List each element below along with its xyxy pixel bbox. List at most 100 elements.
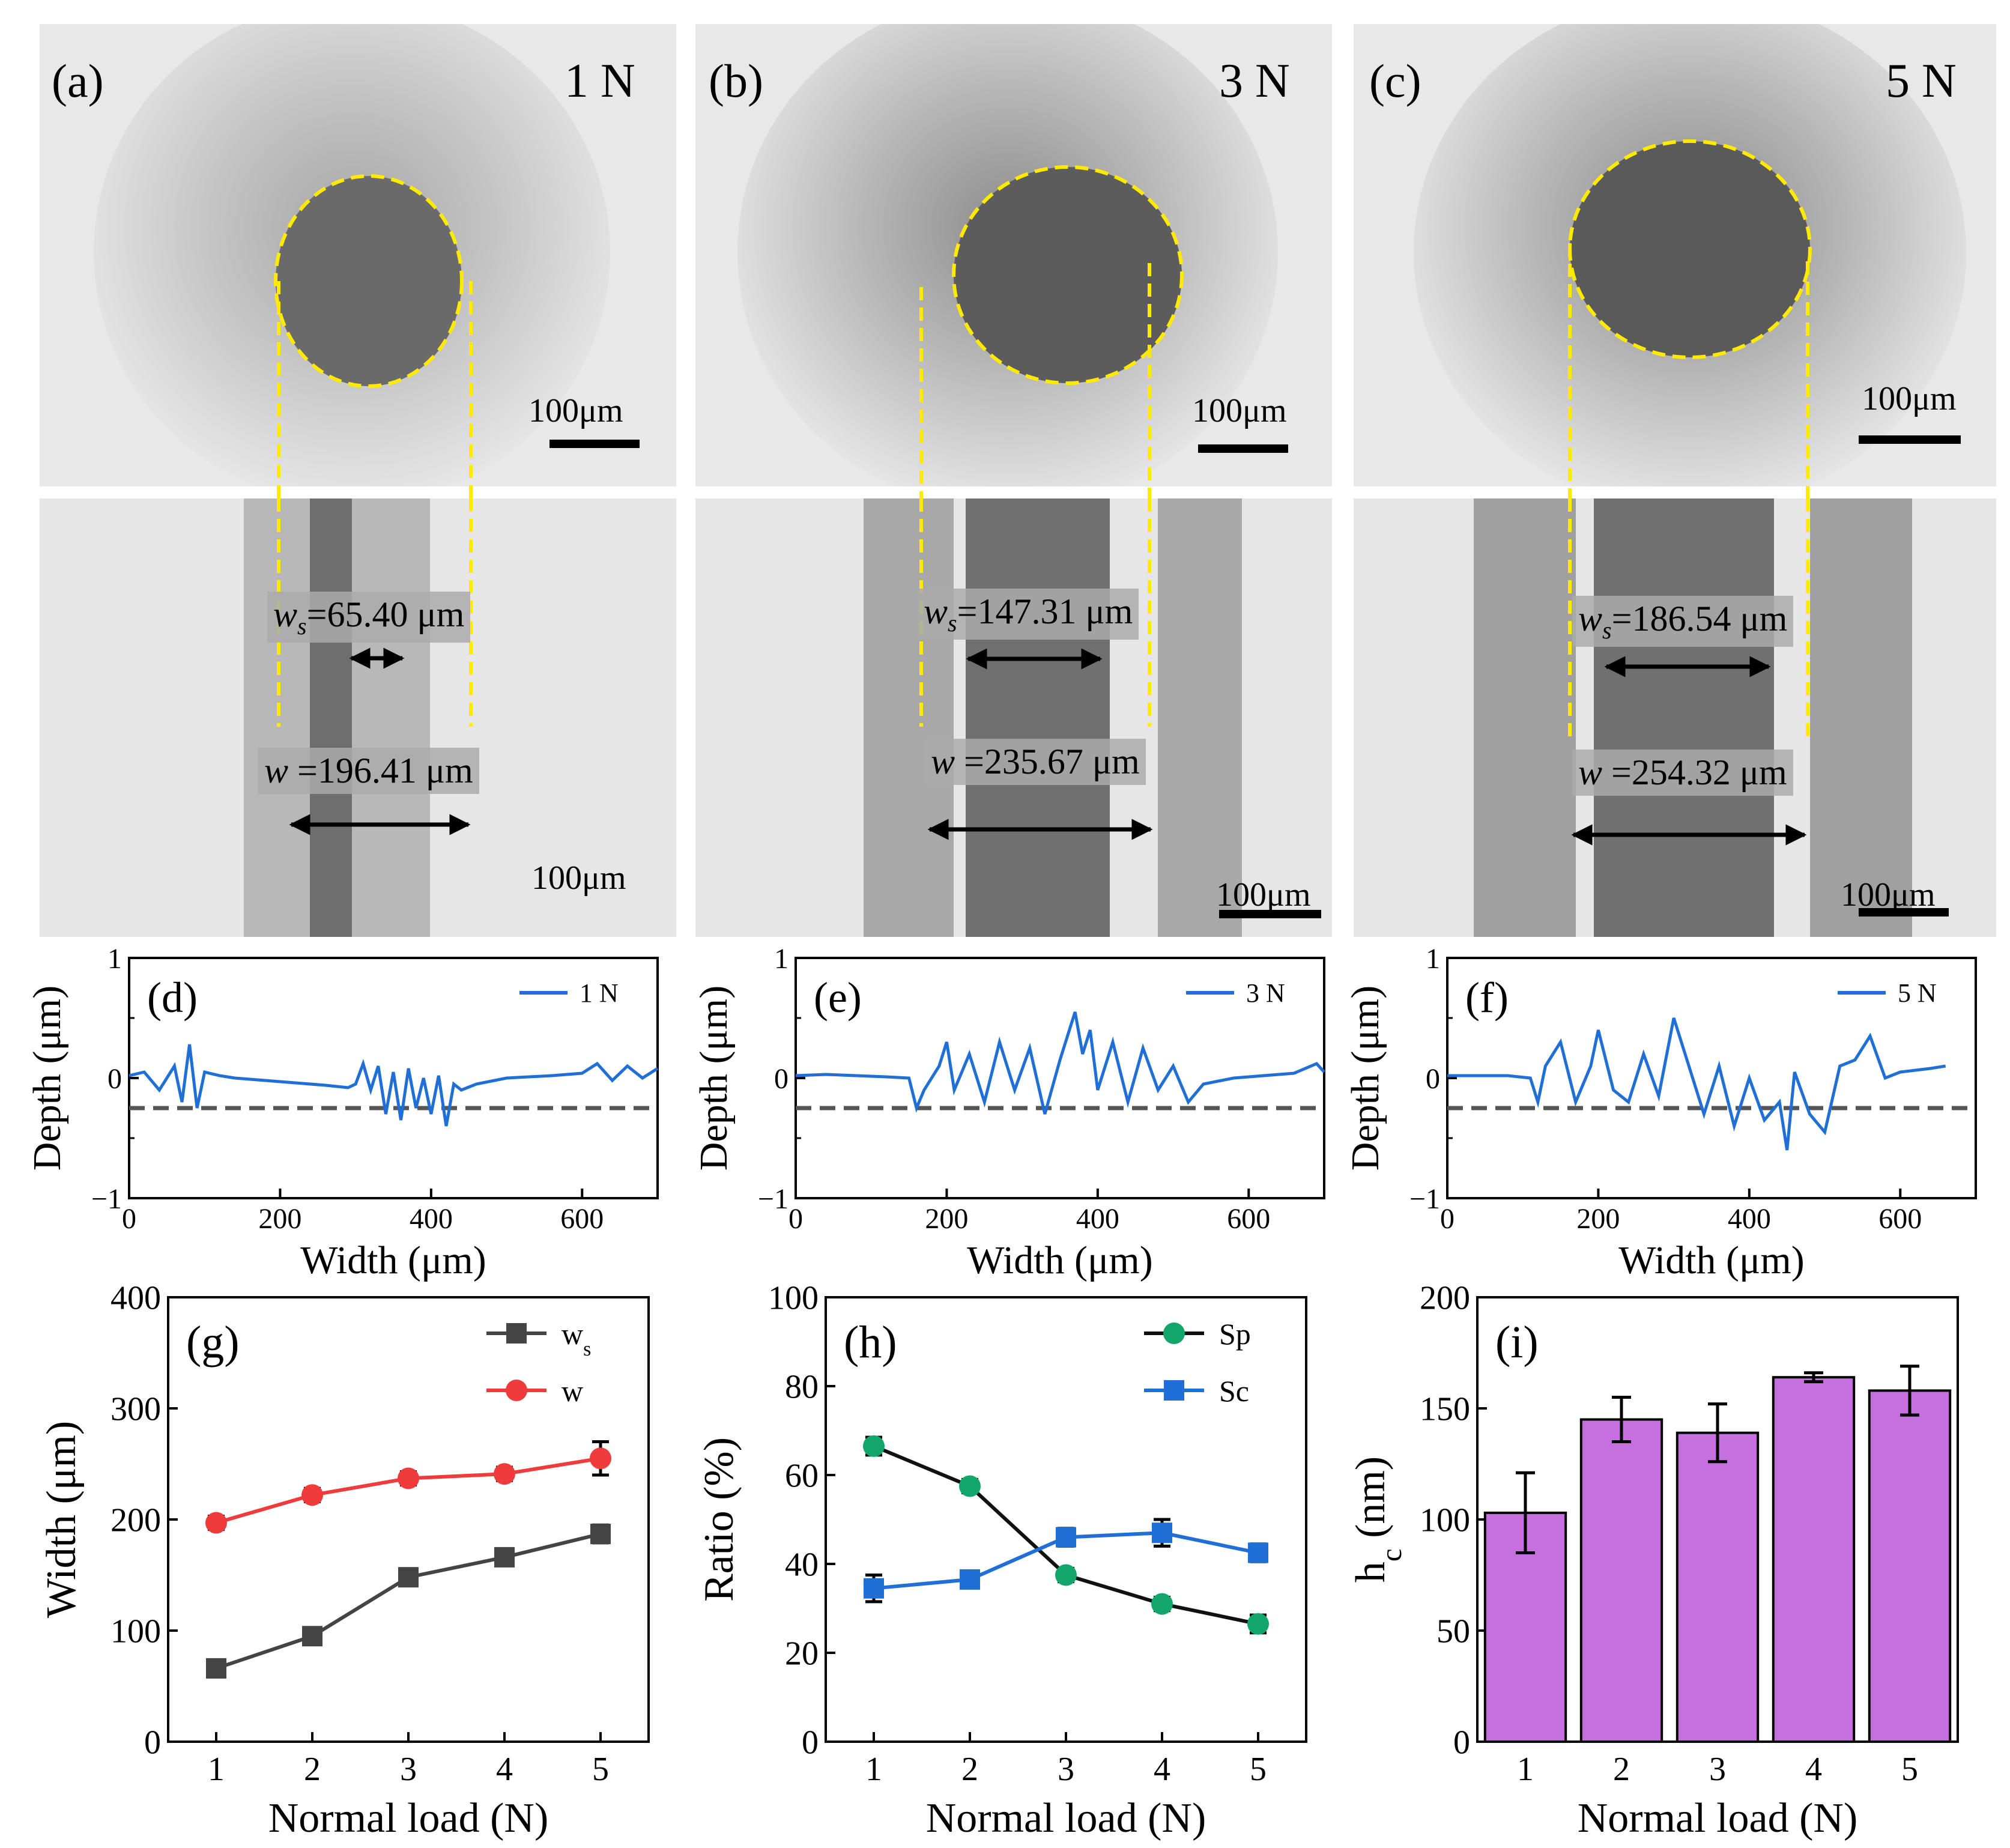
x-tick-label: 2 bbox=[1613, 1751, 1630, 1788]
y-axis-label: Depth (μm) bbox=[25, 986, 69, 1171]
plot-frame bbox=[167, 1296, 650, 1743]
scale-bar-c-top bbox=[1859, 435, 1961, 444]
y-tick-label: 1 bbox=[774, 943, 789, 975]
x-tick-label: 5 bbox=[592, 1751, 609, 1788]
data-point-w bbox=[494, 1463, 515, 1485]
y-tick-label: 0 bbox=[144, 1724, 161, 1762]
x-tick-label: 4 bbox=[1805, 1751, 1822, 1788]
scale-label-c-top: 100μm bbox=[1862, 380, 1957, 417]
y-tick-label: 100 bbox=[768, 1280, 819, 1317]
w-measurement-b: w =235.67 μm bbox=[925, 739, 1146, 785]
x-tick-label: 5 bbox=[1250, 1751, 1267, 1788]
load-label-a: 1 N bbox=[565, 55, 635, 108]
panel-label-f: (f) bbox=[1465, 974, 1509, 1022]
chart-h: 1 2 3 4 5 0 20 40 60 80 100 Normal load (N) Ratio (%… bbox=[696, 1280, 1307, 1841]
x-axis-label: Normal load (N) bbox=[1578, 1795, 1858, 1841]
data-point-Sc bbox=[864, 1578, 884, 1599]
scale-label-b-top: 100μm bbox=[1192, 392, 1287, 429]
y-tick-label: 1 bbox=[107, 943, 122, 975]
x-tick-label: 1 bbox=[865, 1751, 882, 1788]
panel-label-e: (e) bbox=[814, 974, 862, 1022]
micrograph-c-bottom bbox=[1354, 498, 1996, 937]
bar bbox=[1772, 1376, 1856, 1743]
legend-label: w bbox=[562, 1374, 583, 1408]
chart-g: 1 2 3 4 5 0 100 200 300 400 Normal load (N) Width (… bbox=[38, 1280, 650, 1841]
x-tick-label: 0 bbox=[1440, 1203, 1455, 1235]
y-tick-label: 300 bbox=[110, 1391, 161, 1428]
load-label-c: 5 N bbox=[1886, 55, 1957, 108]
bar bbox=[1868, 1389, 1952, 1743]
y-axis-label: hc (nm) bbox=[1348, 1456, 1408, 1583]
data-point-Sp bbox=[1151, 1593, 1173, 1615]
x-tick-label: 400 bbox=[410, 1203, 453, 1235]
micrograph-b-top bbox=[695, 24, 1332, 486]
data-point-Sc bbox=[1056, 1527, 1076, 1548]
scale-label-b-bottom: 100μm bbox=[1216, 876, 1311, 913]
panel-label-d: (d) bbox=[147, 974, 198, 1022]
data-point-w bbox=[398, 1467, 419, 1489]
y-axis-label: Ratio (%) bbox=[696, 1437, 742, 1602]
micrograph-a-bottom bbox=[40, 498, 676, 937]
y-tick-label: 0 bbox=[774, 1063, 789, 1095]
data-point-w bbox=[590, 1447, 611, 1470]
x-tick-label: 400 bbox=[1728, 1203, 1771, 1235]
data-point-Sc bbox=[1248, 1542, 1268, 1563]
legend-label: Sp bbox=[1219, 1317, 1251, 1351]
x-tick-label: 400 bbox=[1076, 1203, 1119, 1235]
scale-bar-a-top bbox=[549, 440, 640, 448]
y-axis-label: Depth (μm) bbox=[1343, 986, 1387, 1171]
depth-profile-line bbox=[129, 1044, 659, 1127]
y-tick-label: 0 bbox=[802, 1724, 819, 1762]
data-point-ws bbox=[494, 1547, 515, 1568]
x-tick-label: 3 bbox=[1709, 1751, 1726, 1788]
data-point-Sp bbox=[1055, 1564, 1077, 1586]
connector-lines bbox=[277, 243, 1809, 498]
bar bbox=[1579, 1418, 1663, 1743]
legend-label: ws bbox=[562, 1317, 591, 1360]
y-tick-label: 100 bbox=[110, 1613, 161, 1650]
series-line-ws bbox=[216, 1532, 601, 1670]
x-tick-label: 3 bbox=[1058, 1751, 1074, 1788]
y-tick-label: 0 bbox=[1426, 1063, 1440, 1095]
data-point-ws bbox=[590, 1524, 611, 1545]
scale-label-c-bottom: 100μm bbox=[1841, 876, 1936, 913]
data-point-Sp bbox=[1247, 1613, 1269, 1635]
legend-label: 5 N bbox=[1898, 978, 1937, 1008]
y-tick-label: 0 bbox=[107, 1063, 122, 1095]
y-tick-label: 0 bbox=[1453, 1724, 1470, 1762]
y-tick-label: −1 bbox=[1409, 1183, 1440, 1215]
x-tick-label: 0 bbox=[789, 1203, 803, 1235]
y-tick-label: 200 bbox=[110, 1502, 161, 1539]
micrograph-b-bottom bbox=[695, 498, 1332, 937]
y-tick-label: 400 bbox=[110, 1280, 161, 1317]
load-label-b: 3 N bbox=[1219, 55, 1290, 108]
data-point-ws bbox=[398, 1567, 419, 1588]
panel-label-i: (i) bbox=[1495, 1317, 1539, 1368]
data-point-Sp bbox=[959, 1475, 981, 1497]
x-tick-label: 600 bbox=[560, 1203, 604, 1235]
worn-surface-image bbox=[695, 24, 1332, 486]
micrograph-a-top bbox=[40, 24, 676, 486]
x-tick-label: 600 bbox=[1878, 1203, 1922, 1235]
x-axis-label: Width (μm) bbox=[967, 1238, 1153, 1282]
x-tick-label: 3 bbox=[400, 1751, 417, 1788]
ws-measurement-c: ws=186.54 μm bbox=[1572, 596, 1794, 647]
wear-track-image bbox=[40, 498, 676, 937]
worn-surface-image bbox=[40, 24, 676, 486]
data-point-w bbox=[301, 1484, 323, 1506]
legend-marker bbox=[1164, 1380, 1184, 1401]
panel-label-c: (c) bbox=[1369, 55, 1421, 107]
x-axis-label: Normal load (N) bbox=[926, 1795, 1206, 1841]
ws-measurement-a: ws=65.40 μm bbox=[267, 592, 471, 643]
panel-label-h: (h) bbox=[844, 1317, 897, 1368]
x-tick-label: 200 bbox=[258, 1203, 301, 1235]
legend-marker bbox=[506, 1380, 527, 1401]
y-tick-label: 20 bbox=[785, 1635, 819, 1673]
y-tick-label: 40 bbox=[785, 1547, 819, 1584]
x-tick-label: 1 bbox=[208, 1751, 225, 1788]
wear-track-image bbox=[695, 498, 1332, 937]
y-tick-label: 1 bbox=[1426, 943, 1440, 975]
legend-label: 3 N bbox=[1246, 978, 1285, 1008]
